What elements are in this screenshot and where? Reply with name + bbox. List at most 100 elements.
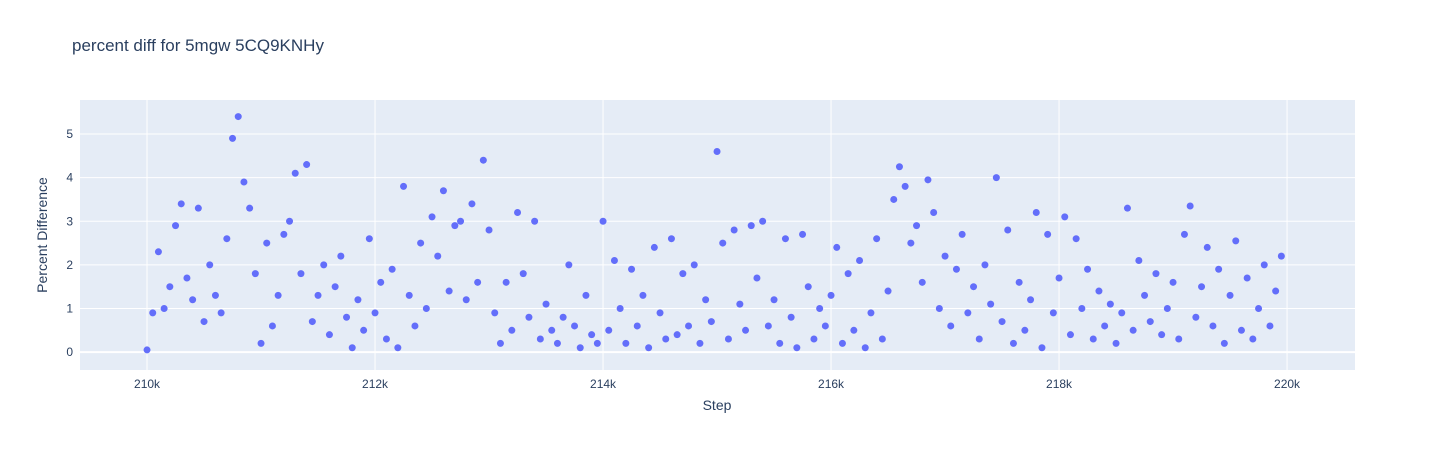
- point: [1101, 322, 1109, 330]
- point: [1277, 252, 1285, 260]
- point: [622, 339, 630, 347]
- point: [514, 209, 522, 217]
- point: [1243, 274, 1251, 282]
- point: [861, 344, 869, 352]
- point: [662, 335, 670, 343]
- point: [1021, 326, 1029, 334]
- point: [947, 322, 955, 330]
- point: [331, 283, 339, 291]
- point: [268, 322, 276, 330]
- point: [1152, 270, 1160, 278]
- x-axis-title: Step: [703, 397, 732, 413]
- point: [719, 239, 727, 247]
- point: [360, 326, 368, 334]
- point: [1066, 331, 1074, 339]
- point: [1266, 322, 1274, 330]
- point: [1095, 287, 1103, 295]
- point: [1180, 230, 1188, 238]
- point: [388, 265, 396, 273]
- point: [964, 309, 972, 317]
- point: [183, 274, 191, 282]
- x-tick-label: 210k: [134, 377, 161, 391]
- point: [895, 163, 903, 171]
- point: [291, 169, 299, 177]
- point: [941, 252, 949, 260]
- point: [650, 243, 658, 251]
- point: [1163, 304, 1171, 312]
- y-axis-title: Percent Difference: [34, 177, 50, 293]
- point: [251, 270, 259, 278]
- point: [593, 339, 601, 347]
- point: [656, 309, 664, 317]
- point: [1118, 309, 1126, 317]
- point: [485, 226, 493, 234]
- point: [571, 322, 579, 330]
- point: [901, 182, 909, 190]
- point: [1049, 309, 1057, 317]
- point: [850, 326, 858, 334]
- point: [565, 261, 573, 269]
- point: [1186, 202, 1194, 210]
- point: [274, 291, 282, 299]
- point: [160, 304, 168, 312]
- point: [519, 270, 527, 278]
- point: [531, 217, 539, 225]
- point: [422, 304, 430, 312]
- point: [628, 265, 636, 273]
- point: [1055, 274, 1063, 282]
- point: [166, 283, 174, 291]
- point: [1009, 339, 1017, 347]
- point: [679, 270, 687, 278]
- point: [787, 313, 795, 321]
- point: [1215, 265, 1223, 273]
- point: [223, 235, 231, 243]
- point: [747, 222, 755, 230]
- point: [776, 339, 784, 347]
- point: [616, 304, 624, 312]
- point: [810, 335, 818, 343]
- point: [1249, 335, 1257, 343]
- point: [411, 322, 419, 330]
- point: [394, 344, 402, 352]
- x-tick-label: 218k: [1046, 377, 1073, 391]
- point: [1135, 257, 1143, 265]
- y-tick-label: 3: [66, 214, 73, 228]
- point: [890, 195, 898, 203]
- point: [257, 339, 265, 347]
- point: [377, 278, 385, 286]
- point: [588, 331, 596, 339]
- point: [707, 318, 715, 326]
- point: [451, 222, 459, 230]
- point: [1203, 243, 1211, 251]
- y-tick-label: 4: [66, 171, 73, 185]
- point: [496, 339, 504, 347]
- point: [736, 300, 744, 308]
- point: [924, 176, 932, 184]
- point: [337, 252, 345, 260]
- point: [610, 257, 618, 265]
- point: [417, 239, 425, 247]
- point: [229, 134, 237, 142]
- point: [764, 322, 772, 330]
- point: [633, 322, 641, 330]
- point: [930, 209, 938, 217]
- point: [998, 318, 1006, 326]
- point: [365, 235, 373, 243]
- point: [445, 287, 453, 295]
- point: [844, 270, 852, 278]
- point: [325, 331, 333, 339]
- point: [759, 217, 767, 225]
- point: [1106, 300, 1114, 308]
- point: [1146, 318, 1154, 326]
- point: [382, 335, 390, 343]
- point: [673, 331, 681, 339]
- point: [246, 204, 254, 212]
- point: [713, 147, 721, 155]
- point: [343, 313, 351, 321]
- point: [781, 235, 789, 243]
- point: [1169, 278, 1177, 286]
- point: [730, 226, 738, 234]
- point: [308, 318, 316, 326]
- point: [690, 261, 698, 269]
